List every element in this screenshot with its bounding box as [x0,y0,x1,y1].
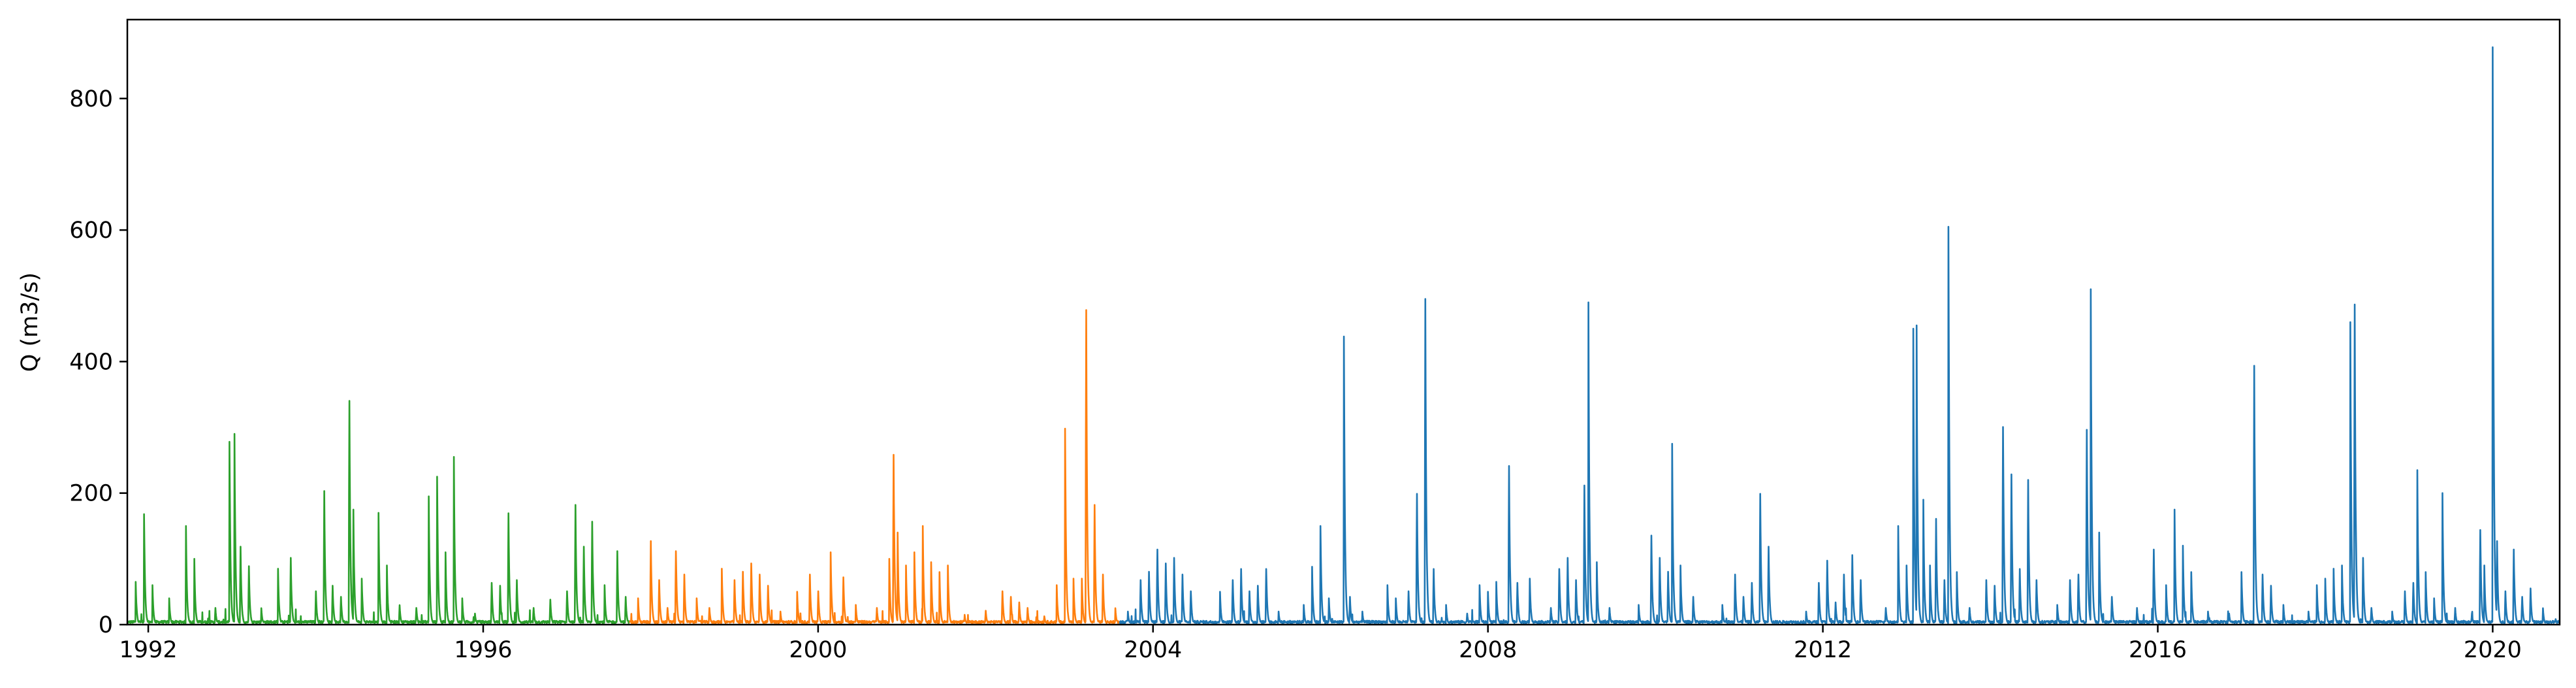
x-tick-label-2000: 2000 [789,637,847,663]
x-tick-label-2008: 2008 [1459,637,1517,663]
series-line-2 [629,309,1121,625]
x-tick-label-2004: 2004 [1124,637,1182,663]
y-tick-label-800: 800 [69,86,113,112]
plot-frame [126,18,2561,626]
y-tick-label-600: 600 [69,218,113,244]
y-tick-label-400: 400 [69,349,113,375]
x-tick-label-1996: 1996 [454,637,512,663]
x-tick-label-2012: 2012 [1794,637,1852,663]
x-tick-label-1992: 1992 [119,637,178,663]
series-line-3 [1119,46,2561,625]
series-layer [127,46,2561,625]
ticks-layer: 1992 1996 2000 2004 2008 2012 2016 2020 0 200 400 6… [69,86,2522,663]
series-line-1 [127,400,631,625]
y-tick-label-200: 200 [69,481,113,507]
x-tick-label-2020: 2020 [2464,637,2522,663]
x-tick-label-2016: 2016 [2129,637,2187,663]
y-axis-label: Q (m3/s) [17,272,43,372]
y-tick-label-0: 0 [99,612,113,638]
